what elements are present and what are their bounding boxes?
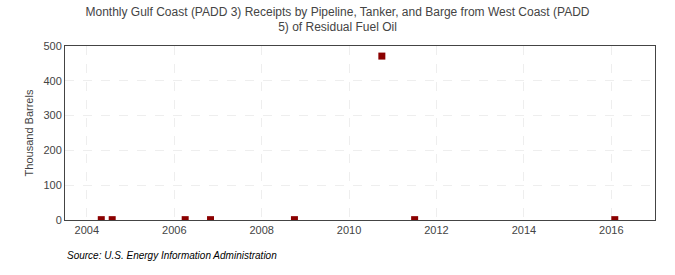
svg-text:500: 500 — [43, 40, 61, 52]
svg-text:Source: U.S. Energy Informatio: Source: U.S. Energy Information Administ… — [67, 250, 277, 261]
svg-text:300: 300 — [43, 109, 61, 121]
svg-text:Thousand Barrels: Thousand Barrels — [23, 89, 35, 176]
svg-text:2008: 2008 — [249, 224, 273, 236]
svg-text:2004: 2004 — [75, 224, 99, 236]
svg-text:2012: 2012 — [424, 224, 448, 236]
svg-text:2014: 2014 — [512, 224, 536, 236]
svg-text:0: 0 — [56, 214, 62, 226]
svg-text:2006: 2006 — [162, 224, 186, 236]
svg-text:2016: 2016 — [599, 224, 623, 236]
svg-text:100: 100 — [43, 179, 61, 191]
svg-text:2010: 2010 — [337, 224, 361, 236]
svg-text:400: 400 — [43, 75, 61, 87]
svg-text:Monthly Gulf Coast (PADD 3) Re: Monthly Gulf Coast (PADD 3) Receipts by … — [86, 5, 590, 35]
svg-text:200: 200 — [43, 144, 61, 156]
